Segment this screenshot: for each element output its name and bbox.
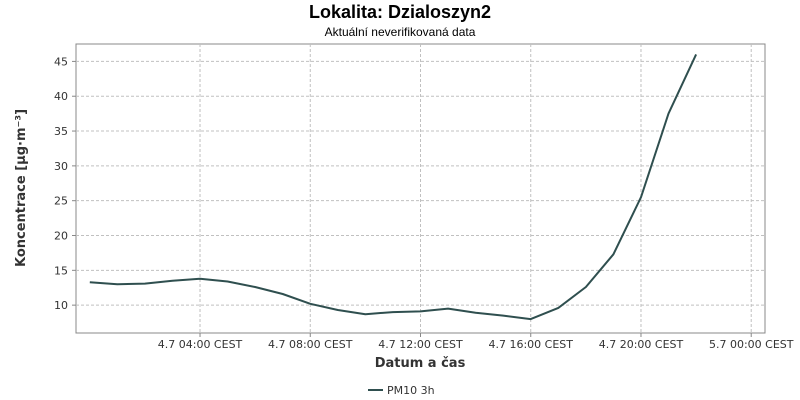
chart-subtitle: Aktuální neverifikovaná data (325, 25, 476, 39)
y-tick-label: 30 (54, 160, 68, 173)
x-tick-label: 4.7 08:00 CEST (268, 338, 353, 351)
y-tick-label: 15 (54, 264, 68, 277)
y-tick-label: 35 (54, 125, 68, 138)
y-tick-label: 40 (54, 90, 68, 103)
y-axis-title: Koncentrace [µg·m⁻³] (14, 109, 29, 267)
x-tick-label: 4.7 04:00 CEST (158, 338, 243, 351)
y-tick-label: 45 (54, 55, 68, 68)
series-layer (89, 53, 698, 321)
y-tick-label: 25 (54, 195, 68, 208)
series-line-pm10-3h (89, 53, 698, 321)
y-tick-label: 10 (54, 299, 68, 312)
x-axis-title: Datum a čas (375, 356, 466, 371)
y-tick-label: 20 (54, 230, 68, 243)
x-tick-label: 5.7 00:00 CEST (709, 338, 794, 351)
x-tick-label: 4.7 12:00 CEST (378, 338, 463, 351)
chart-title: Lokalita: Dzialoszyn2 (309, 2, 491, 22)
grid (76, 44, 765, 333)
x-tick-label: 4.7 16:00 CEST (488, 338, 573, 351)
legend: PM10 3h (368, 384, 435, 397)
legend-label: PM10 3h (387, 384, 435, 397)
y-axis-ticks: 10 15 20 25 30 35 40 45 (54, 55, 76, 312)
x-tick-label: 4.7 20:00 CEST (599, 338, 684, 351)
x-axis-ticks: 4.7 04:00 CEST 4.7 08:00 CEST 4.7 12:00 CE… (158, 333, 794, 351)
